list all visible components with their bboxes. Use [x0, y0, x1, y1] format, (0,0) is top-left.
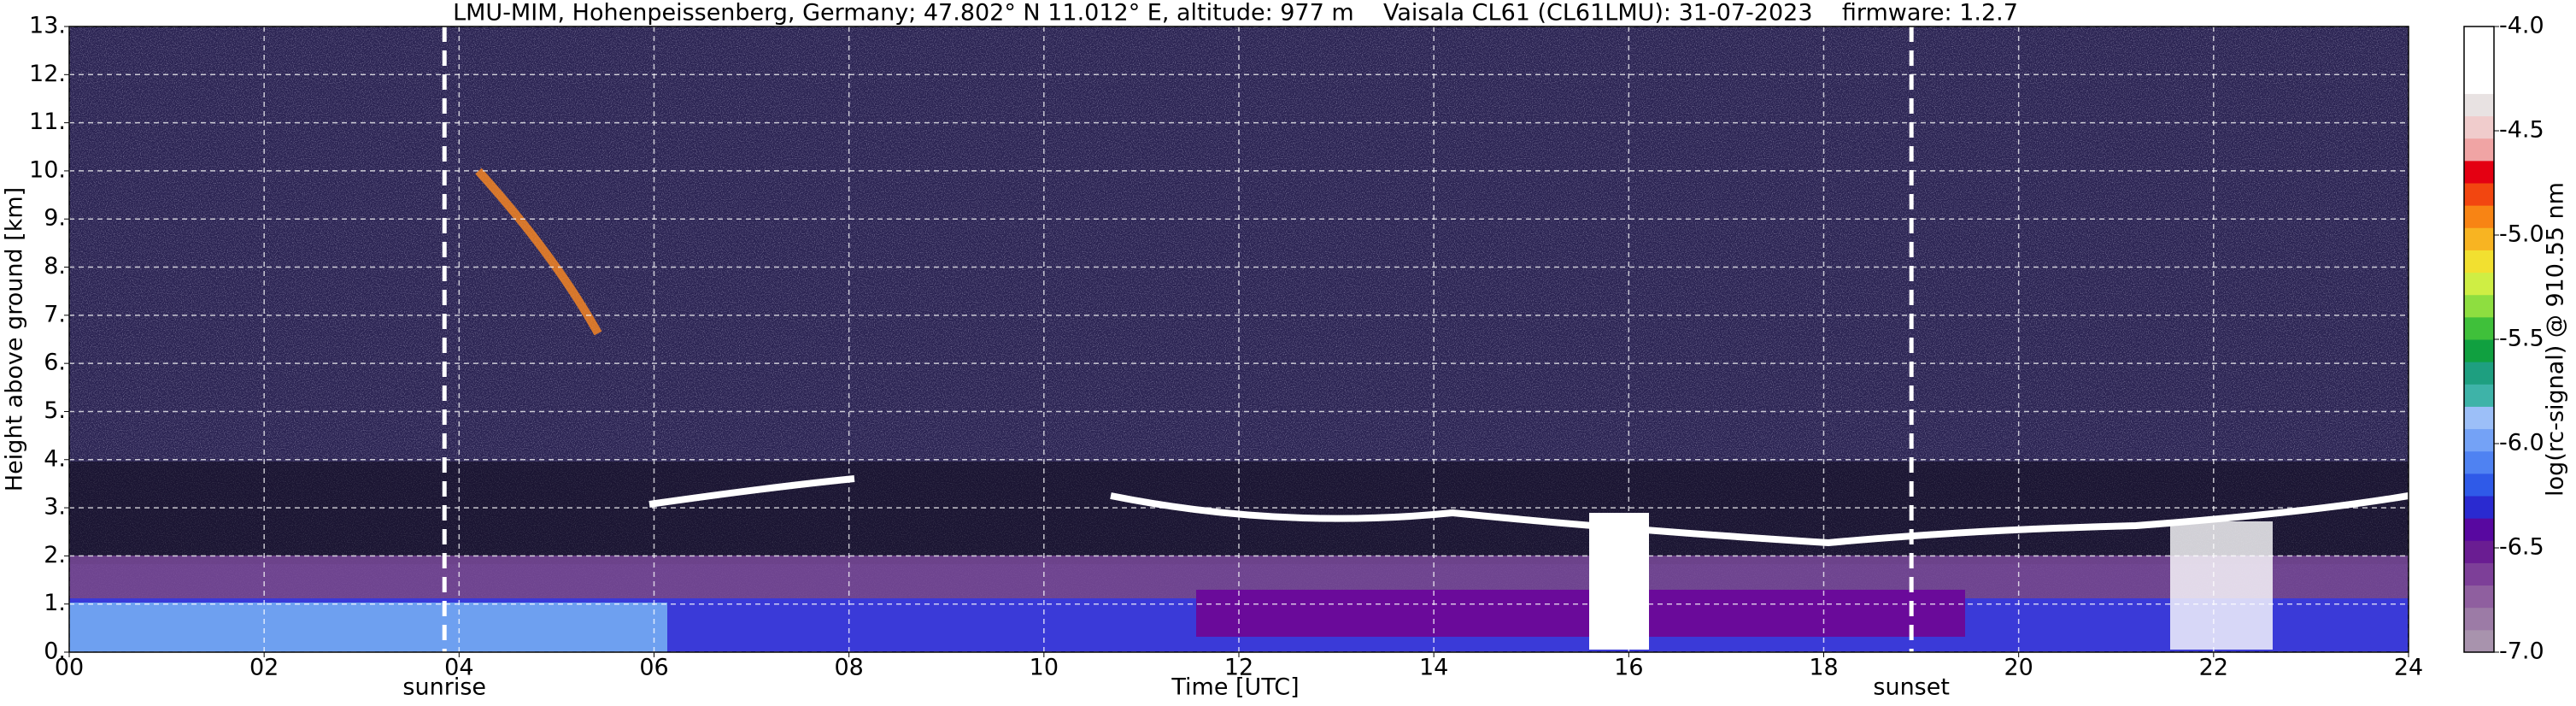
y-tick-label: 5.	[44, 397, 66, 424]
colorbar-tick-label: -6.5	[2499, 534, 2544, 561]
colorbar-segment	[2464, 607, 2494, 631]
y-tick-label: 7.	[44, 301, 66, 327]
colorbar-tick-label: -5.5	[2499, 326, 2544, 352]
y-tick-label: 10.	[29, 156, 66, 183]
colorbar-tick-label: -6.0	[2499, 430, 2544, 456]
colorbar-segment	[2464, 294, 2494, 318]
y-tick-label: 6.	[44, 350, 66, 376]
y-axis-label: Height above ground [km]	[2, 187, 28, 491]
colorbar-segment	[2464, 562, 2494, 586]
x-tick-label: 00	[55, 655, 84, 681]
colorbar-tick-label: -4.0	[2499, 13, 2544, 39]
colorbar-segment	[2464, 540, 2494, 563]
colorbar-label: log(rc-signal) @ 910.55 nm	[2543, 182, 2569, 497]
colorbar-segment	[2464, 138, 2494, 162]
plot-frame	[68, 26, 2409, 653]
colorbar-segment	[2464, 473, 2494, 497]
x-tick-label: 10	[1030, 655, 1059, 681]
colorbar-segment	[2464, 93, 2494, 117]
colorbar-segment	[2464, 26, 2494, 50]
colorbar-segment	[2464, 629, 2494, 653]
x-tick-label: 04	[444, 655, 473, 681]
y-tick-label: 3.	[44, 494, 66, 521]
y-tick-label: 8.	[44, 253, 66, 279]
colorbar-segment	[2464, 450, 2494, 474]
colorbar-segment	[2464, 496, 2494, 519]
colorbar-segment	[2464, 250, 2494, 274]
annotation-label: sunrise	[402, 674, 486, 701]
x-tick-label: 14	[1419, 655, 1448, 681]
colorbar-segment	[2464, 406, 2494, 430]
x-axis-label: Time [UTC]	[1171, 674, 1299, 701]
y-tick-label: 13.	[29, 13, 66, 39]
colorbar-segment	[2464, 384, 2494, 407]
colorbar-segment	[2464, 183, 2494, 206]
colorbar-segment	[2464, 428, 2494, 452]
colorbar-segment	[2464, 227, 2494, 250]
y-tick-label: 0.	[44, 638, 66, 665]
x-tick-label: 12	[1224, 655, 1253, 681]
x-tick-label: 22	[2199, 655, 2228, 681]
colorbar-segment	[2464, 362, 2494, 385]
y-tick-label: 11.	[29, 109, 66, 135]
x-tick-label: 08	[834, 655, 863, 681]
chart-title: LMU-MIM, Hohenpeissenberg, Germany; 47.8…	[453, 0, 2018, 26]
colorbar-segment	[2464, 272, 2494, 296]
colorbar-segment	[2464, 339, 2494, 362]
colorbar-segment	[2464, 49, 2494, 72]
x-tick-label: 06	[639, 655, 668, 681]
colorbar-tick-label: -5.0	[2499, 221, 2544, 248]
x-tick-label: 02	[249, 655, 279, 681]
colorbar-segment	[2464, 71, 2494, 94]
colorbar-tick-label: -7.0	[2499, 638, 2544, 665]
x-tick-label: 24	[2394, 655, 2423, 681]
y-tick-label: 1.	[44, 590, 66, 616]
colorbar-tick-label: -4.5	[2499, 117, 2544, 144]
colorbar-segment	[2464, 585, 2494, 609]
x-tick-label: 20	[2004, 655, 2033, 681]
x-tick-label: 16	[1614, 655, 1643, 681]
colorbar-segment	[2464, 115, 2494, 139]
x-tick-label: 18	[1809, 655, 1838, 681]
y-tick-label: 9.	[44, 205, 66, 232]
colorbar-segment	[2464, 316, 2494, 340]
colorbar-segment	[2464, 160, 2494, 184]
y-tick-label: 4.	[44, 445, 66, 472]
annotation-label: sunset	[1873, 674, 1950, 701]
y-tick-label: 2.	[44, 542, 66, 568]
colorbar-segment	[2464, 518, 2494, 541]
y-tick-label: 12.	[29, 61, 66, 87]
colorbar-segment	[2464, 205, 2494, 228]
